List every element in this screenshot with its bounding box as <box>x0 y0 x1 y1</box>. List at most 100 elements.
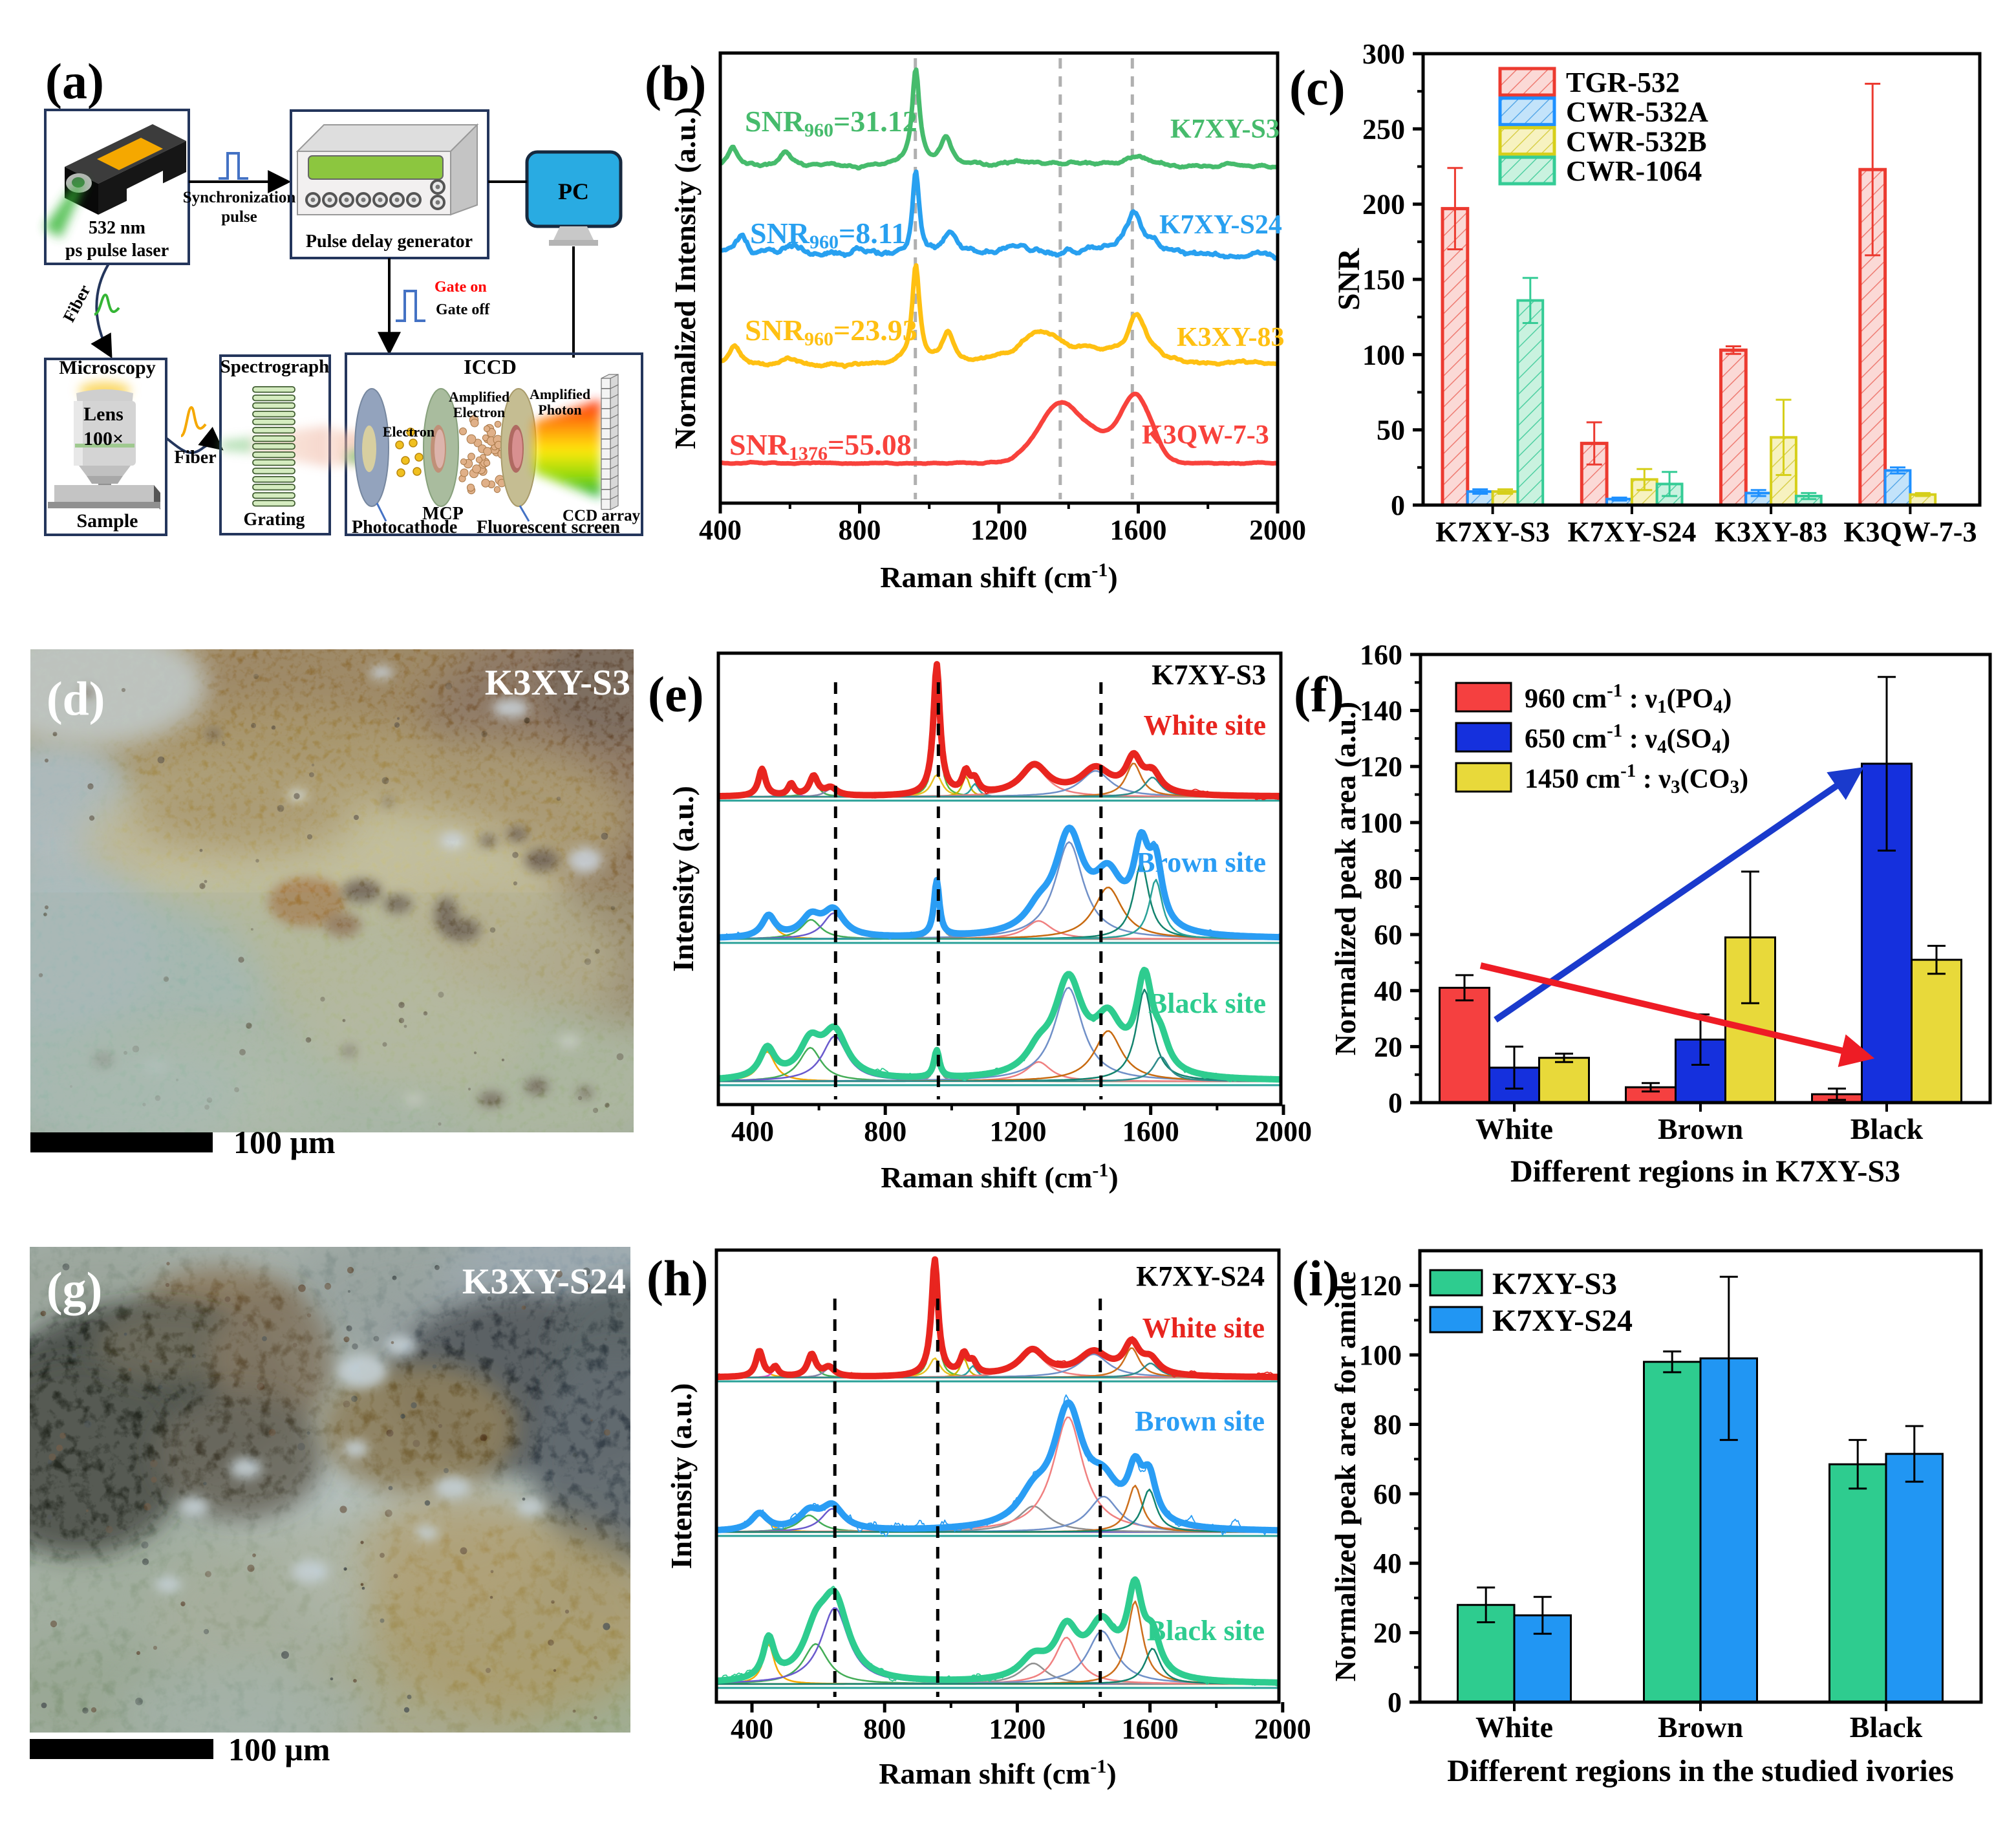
svg-text:K7XY-S3: K7XY-S3 <box>1492 1267 1617 1301</box>
svg-text:800: 800 <box>864 1116 906 1147</box>
svg-text:(c): (c) <box>1289 59 1346 116</box>
svg-text:(f): (f) <box>1294 666 1344 722</box>
svg-text:532 nm: 532 nm <box>89 218 145 238</box>
svg-text:250: 250 <box>1362 113 1405 145</box>
svg-text:Raman shift (cm-1): Raman shift (cm-1) <box>881 1160 1118 1194</box>
svg-text:2000: 2000 <box>1254 1713 1311 1745</box>
svg-text:PC: PC <box>558 178 589 204</box>
svg-text:Spectrograph: Spectrograph <box>220 356 330 377</box>
svg-text:pulse: pulse <box>221 208 257 226</box>
svg-text:Different regions in the studi: Different regions in the studied ivories <box>1447 1754 1954 1788</box>
svg-text:20: 20 <box>1374 1031 1402 1063</box>
svg-text:SNR: SNR <box>1332 248 1366 310</box>
svg-text:Black: Black <box>1850 1112 1924 1145</box>
svg-text:Brown site: Brown site <box>1136 847 1266 878</box>
svg-text:Photocathode: Photocathode <box>352 517 457 537</box>
svg-text:(i): (i) <box>1292 1250 1340 1306</box>
svg-text:(e): (e) <box>648 666 704 722</box>
svg-text:140: 140 <box>1360 695 1402 727</box>
svg-text:100×: 100× <box>83 428 123 449</box>
svg-text:Intensity (a.u.): Intensity (a.u.) <box>665 1383 698 1570</box>
svg-text:1600: 1600 <box>1110 514 1167 546</box>
svg-text:CWR-1064: CWR-1064 <box>1566 155 1702 187</box>
svg-text:60: 60 <box>1373 1478 1402 1510</box>
svg-text:120: 120 <box>1359 1270 1402 1302</box>
svg-text:White site: White site <box>1144 709 1266 741</box>
svg-text:200: 200 <box>1362 189 1405 221</box>
svg-text:Brown: Brown <box>1658 1112 1743 1145</box>
svg-text:40: 40 <box>1373 1548 1402 1579</box>
svg-text:300: 300 <box>1362 38 1405 70</box>
svg-text:Electron: Electron <box>383 424 434 440</box>
svg-text:800: 800 <box>839 514 881 546</box>
svg-text:1450 cm-1 : ν3(CO3): 1450 cm-1 : ν3(CO3) <box>1525 761 1748 797</box>
svg-text:Electron: Electron <box>453 404 505 420</box>
svg-text:(d): (d) <box>47 673 105 726</box>
svg-text:(b): (b) <box>645 55 706 111</box>
svg-text:TGR-532: TGR-532 <box>1566 67 1680 98</box>
svg-text:(h): (h) <box>647 1250 708 1306</box>
svg-text:100 μm: 100 μm <box>233 1124 336 1160</box>
svg-text:Amplified: Amplified <box>449 389 509 405</box>
svg-text:MCP: MCP <box>422 504 464 524</box>
svg-text:Microscopy: Microscopy <box>59 357 155 378</box>
svg-text:Raman shift (cm-1): Raman shift (cm-1) <box>879 1756 1116 1790</box>
svg-text:Lens: Lens <box>83 404 123 425</box>
svg-text:120: 120 <box>1360 751 1402 783</box>
svg-text:ICCD: ICCD <box>464 355 517 378</box>
svg-text:K7XY-S3: K7XY-S3 <box>1435 516 1550 548</box>
svg-text:K7XY-S3: K7XY-S3 <box>1170 114 1280 144</box>
svg-text:400: 400 <box>731 1116 774 1147</box>
svg-text:Black site: Black site <box>1148 988 1266 1019</box>
svg-text:650 cm-1 : ν4(SO4): 650 cm-1 : ν4(SO4) <box>1525 720 1730 757</box>
svg-text:1600: 1600 <box>1122 1116 1179 1147</box>
svg-text:CWR-532A: CWR-532A <box>1566 96 1708 128</box>
svg-text:Grating: Grating <box>244 510 305 530</box>
svg-text:Gate on: Gate on <box>434 279 487 296</box>
svg-text:K7XY-S3: K7XY-S3 <box>1152 659 1266 691</box>
svg-text:K7XY-S24: K7XY-S24 <box>1492 1304 1633 1338</box>
svg-text:0: 0 <box>1391 490 1405 521</box>
svg-text:150: 150 <box>1362 264 1405 296</box>
svg-text:K3XY-S3: K3XY-S3 <box>485 663 630 703</box>
svg-text:Black site: Black site <box>1147 1615 1265 1647</box>
svg-text:100: 100 <box>1362 339 1405 371</box>
svg-text:CCD array: CCD array <box>563 507 641 524</box>
svg-text:60: 60 <box>1374 919 1402 951</box>
svg-text:Intensity (a.u.): Intensity (a.u.) <box>667 786 700 972</box>
svg-text:ps pulse laser: ps pulse laser <box>65 241 169 261</box>
svg-text:20: 20 <box>1373 1617 1402 1649</box>
svg-text:Brown: Brown <box>1658 1711 1743 1744</box>
svg-text:White site: White site <box>1142 1312 1265 1344</box>
svg-text:K3QW-7-3: K3QW-7-3 <box>1142 420 1269 450</box>
svg-text:1200: 1200 <box>989 1713 1046 1745</box>
svg-text:Gate off: Gate off <box>436 301 490 318</box>
svg-text:Sample: Sample <box>76 510 138 532</box>
svg-text:0: 0 <box>1388 1687 1402 1718</box>
svg-text:Black: Black <box>1850 1711 1923 1744</box>
svg-text:Brown site: Brown site <box>1135 1405 1265 1437</box>
svg-text:800: 800 <box>863 1713 906 1745</box>
svg-text:160: 160 <box>1360 639 1402 671</box>
svg-text:K3XY-83: K3XY-83 <box>1715 516 1827 548</box>
svg-text:50: 50 <box>1377 415 1405 446</box>
svg-text:(g): (g) <box>47 1263 102 1316</box>
svg-text:40: 40 <box>1374 975 1402 1007</box>
svg-text:K3QW-7-3: K3QW-7-3 <box>1843 516 1977 548</box>
svg-text:Fiber: Fiber <box>174 448 216 468</box>
svg-text:White: White <box>1475 1112 1553 1145</box>
svg-text:Synchronization: Synchronization <box>183 189 296 206</box>
svg-text:Normalized Intensity (a.u.): Normalized Intensity (a.u.) <box>669 107 702 449</box>
svg-text:2000: 2000 <box>1249 514 1306 546</box>
svg-text:Photon: Photon <box>538 402 581 418</box>
svg-text:Fluorescent screen: Fluorescent screen <box>477 517 621 537</box>
svg-text:400: 400 <box>731 1713 773 1745</box>
svg-text:400: 400 <box>699 514 742 546</box>
svg-text:Raman shift (cm-1): Raman shift (cm-1) <box>880 559 1117 594</box>
svg-text:80: 80 <box>1373 1409 1402 1441</box>
svg-text:CWR-532B: CWR-532B <box>1566 125 1707 157</box>
svg-text:1600: 1600 <box>1122 1713 1179 1745</box>
svg-text:Normalized peak area (a.u.): Normalized peak area (a.u.) <box>1329 702 1362 1055</box>
svg-text:K3XY-83: K3XY-83 <box>1177 323 1284 352</box>
svg-text:2000: 2000 <box>1255 1116 1312 1147</box>
